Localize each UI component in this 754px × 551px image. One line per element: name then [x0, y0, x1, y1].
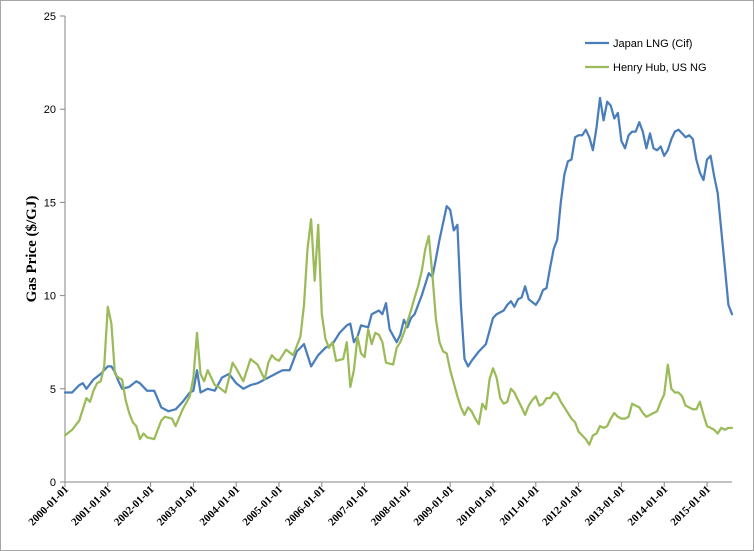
x-tick-label: 2008-01-01	[369, 484, 414, 529]
x-tick-label: 2010-01-01	[454, 484, 499, 529]
y-tick-label: 5	[50, 384, 56, 396]
y-tick-label: 0	[50, 477, 56, 489]
x-tick-label: 2004-01-01	[198, 484, 243, 529]
x-tick-labels: 2000-01-012001-01-012002-01-012003-01-01…	[26, 484, 713, 529]
x-tick-label: 2014-01-01	[626, 484, 671, 529]
series-line-henry-hub	[63, 218, 734, 446]
x-tick-label: 2007-01-01	[326, 484, 371, 529]
x-tick-label: 2015-01-01	[668, 484, 713, 529]
x-tick-label: 2012-01-01	[540, 484, 585, 529]
x-tick-label: 2009-01-01	[412, 484, 457, 529]
x-tick-label: 2003-01-01	[155, 484, 200, 529]
y-tick-labels: 0 5 10 15 20 25	[44, 11, 56, 489]
legend-entry: Japan LNG (Cif)	[613, 38, 692, 50]
x-tick-label: 2005-01-01	[240, 484, 285, 529]
legend: Japan LNG (Cif) Henry Hub, US NG	[585, 38, 707, 74]
y-tick-label: 15	[44, 197, 56, 209]
x-tick-label: 2002-01-01	[112, 484, 157, 529]
x-tick-label: 2006-01-01	[283, 484, 328, 529]
x-tick-label: 2001-01-01	[69, 484, 114, 529]
y-tick-label: 10	[44, 291, 56, 303]
x-tick-label: 2000-01-01	[26, 484, 71, 529]
legend-entry: Henry Hub, US NG	[613, 62, 707, 74]
series-lines	[63, 96, 734, 446]
y-tick-label: 25	[44, 11, 56, 23]
axes	[60, 15, 732, 487]
y-axis-label: Gas Price ($/GJ)	[24, 196, 40, 303]
y-tick-label: 20	[44, 104, 56, 116]
x-tick-label: 2013-01-01	[583, 484, 628, 529]
x-tick-label: 2011-01-01	[498, 484, 542, 528]
series-line-japan-lng	[63, 96, 734, 413]
